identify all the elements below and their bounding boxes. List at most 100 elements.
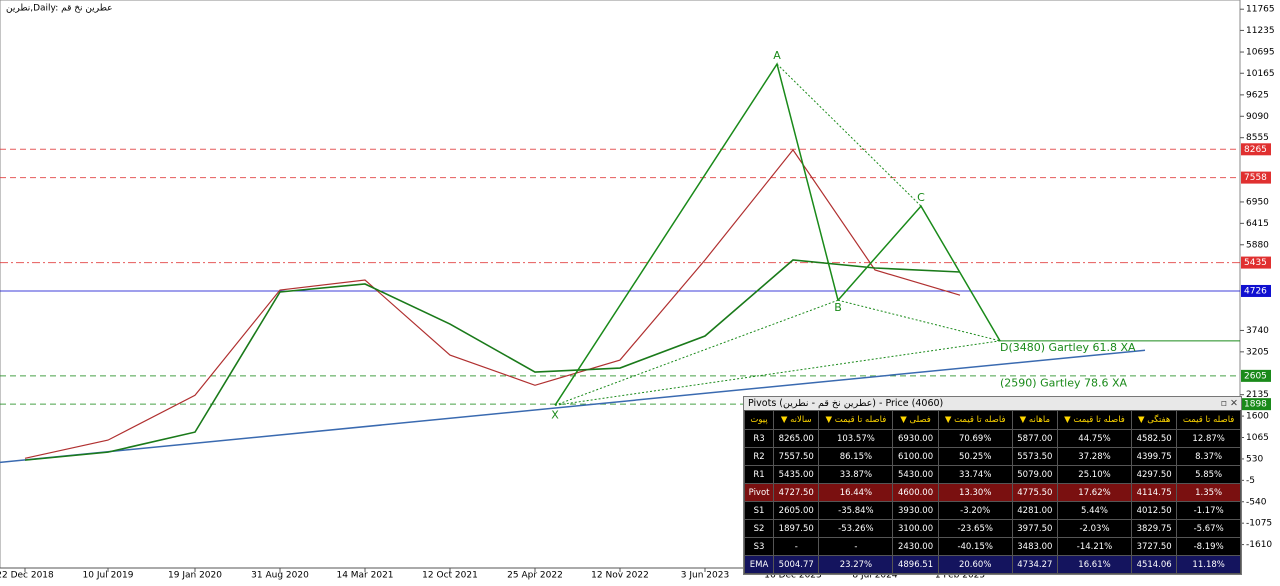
header-cell: فاصله تا قیمت: [1176, 410, 1241, 430]
y-tick-label: 10695: [1246, 48, 1275, 58]
pivot-panel: Pivots (عطرین نخ قم - نطرین) - Price (40…: [743, 396, 1242, 575]
level-tag: [1241, 143, 1271, 156]
y-tick-label: 6950: [1246, 197, 1269, 207]
x-tick-label: 16 Dec 2023: [764, 571, 822, 581]
table-cell: 70.69%: [937, 429, 1013, 448]
header-cell: پیوت: [743, 410, 775, 430]
level-tag: [1241, 398, 1271, 411]
table-cell: S1: [743, 501, 775, 520]
chart-title: نطرین,Daily: عطرین نخ قم: [6, 4, 113, 14]
table-cell: 4514.06: [1131, 555, 1178, 574]
table-cell: 5430.00: [892, 465, 939, 484]
level-label: 8265: [1244, 145, 1267, 155]
table-cell: -35.84%: [818, 501, 894, 520]
table-cell: S2: [743, 519, 775, 538]
table-cell: -: [773, 537, 820, 556]
y-tick-label: -5: [1246, 476, 1255, 486]
table-cell: 4600.00: [892, 483, 939, 502]
moving-average: [24, 259, 961, 461]
table-cell: 4399.75: [1131, 447, 1178, 466]
table-cell: 3100.00: [892, 519, 939, 538]
y-tick-label: 8555: [1246, 133, 1269, 143]
table-cell: -14.21%: [1056, 537, 1133, 556]
pattern-dotted: [776, 63, 922, 207]
y-tick-label: 530: [1246, 454, 1263, 464]
pattern-dotted: [554, 340, 1001, 406]
table-cell: -3.20%: [937, 501, 1013, 520]
table-cell: 17.62%: [1056, 483, 1133, 502]
table-row: S2 1897.50 -53.26% 3100.00 -23.65% 3977.50 -2.…: [743, 519, 1241, 538]
table-cell: 4896.51: [892, 555, 939, 574]
table-cell: 16.44%: [818, 483, 894, 502]
table-cell: 8265.00: [773, 429, 820, 448]
table-cell: 4734.27: [1011, 555, 1058, 574]
table-row: S1 2605.00 -35.84% 3930.00 -3.20% 4281.00 5.44…: [743, 501, 1241, 520]
annotation: (2590) Gartley 78.6 XA: [1000, 376, 1128, 389]
y-tick-label: -1075: [1246, 519, 1272, 529]
table-cell: 7557.50: [773, 447, 820, 466]
pivot-table: پیوت سالانه ▼ فاصله تا قیمت ▼ فصلی ▼ فاصله ت…: [743, 410, 1241, 574]
x-tick-label: 12 Oct 2021: [422, 571, 478, 581]
table-cell: 86.15%: [818, 447, 894, 466]
x-tick-label: 22 Dec 2018: [0, 571, 54, 581]
pattern-label: D(3480) Gartley 61.8 XA: [1000, 341, 1136, 354]
table-cell: 13.30%: [937, 483, 1013, 502]
y-tick-label: 3205: [1246, 347, 1269, 357]
y-tick-label: 11235: [1246, 26, 1275, 36]
level-tag: [1241, 369, 1271, 382]
table-row: S3- -2430.00 -40.15% 3483.00 -14.21% 3727.50-…: [743, 537, 1241, 556]
y-tick-label: 1600: [1246, 412, 1269, 422]
table-row: R2 7557.50 86.15% 6100.00 50.25% 5573.50 37.28…: [743, 447, 1241, 466]
table-cell: 3483.00: [1011, 537, 1058, 556]
table-cell: 12.87%: [1176, 429, 1241, 448]
table-cell: 4281.00: [1011, 501, 1058, 520]
pattern-label: B: [834, 301, 842, 314]
table-cell: 44.75%: [1056, 429, 1133, 448]
table-cell: -: [818, 537, 894, 556]
level-label: 7558: [1244, 173, 1267, 183]
table-cell: 5079.00: [1011, 465, 1058, 484]
y-tick-label: -540: [1246, 497, 1267, 507]
y-tick-label: 3740: [1246, 326, 1269, 336]
table-cell: 4114.75: [1131, 483, 1178, 502]
close-button[interactable]: ▫ ✕: [1220, 398, 1238, 409]
table-cell: 2430.00: [892, 537, 939, 556]
table-cell: 4775.50: [1011, 483, 1058, 502]
table-cell: 23.27%: [818, 555, 894, 574]
level-label: 4726: [1244, 286, 1267, 296]
table-cell: S3: [743, 537, 775, 556]
table-cell: R2: [743, 447, 775, 466]
table-cell: 8.37%: [1176, 447, 1241, 466]
table-cell: R3: [743, 429, 775, 448]
table-cell: 16.61%: [1056, 555, 1133, 574]
table-cell: 3977.50: [1011, 519, 1058, 538]
y-tick-label: 10165: [1246, 69, 1275, 79]
x-tick-label: 25 Apr 2022: [507, 571, 563, 581]
pattern-bcd: [837, 204, 1001, 342]
trendline: [0, 349, 1146, 464]
header-cell: هفتگی ▼: [1131, 410, 1178, 430]
table-cell: R1: [743, 465, 775, 484]
table-cell: 5573.50: [1011, 447, 1058, 466]
y-tick-label: 11765: [1246, 5, 1275, 15]
level-tag: [1241, 284, 1271, 297]
y-tick-label: 6415: [1246, 219, 1269, 229]
table-cell: 20.60%: [937, 555, 1013, 574]
header-cell: فصلی ▼: [892, 410, 939, 430]
table-cell: 5.44%: [1056, 501, 1133, 520]
header-cell: فاصله تا قیمت ▼: [937, 410, 1013, 430]
x-tick-label: 10 Jul 2019: [83, 571, 134, 581]
table-cell: 50.25%: [937, 447, 1013, 466]
table-cell: EMA: [743, 555, 775, 574]
table-cell: 5877.00: [1011, 429, 1058, 448]
table-cell: 5435.00: [773, 465, 820, 484]
pattern-label: C: [917, 191, 925, 204]
y-tick-label: 5880: [1246, 240, 1269, 250]
price-line: [24, 148, 961, 459]
table-cell: -8.19%: [1176, 537, 1241, 556]
table-cell: 4727.50: [773, 483, 820, 502]
x-tick-label: 12 Nov 2022: [591, 571, 649, 581]
y-tick-label: 9090: [1246, 112, 1269, 122]
table-cell: 3829.75: [1131, 519, 1178, 538]
